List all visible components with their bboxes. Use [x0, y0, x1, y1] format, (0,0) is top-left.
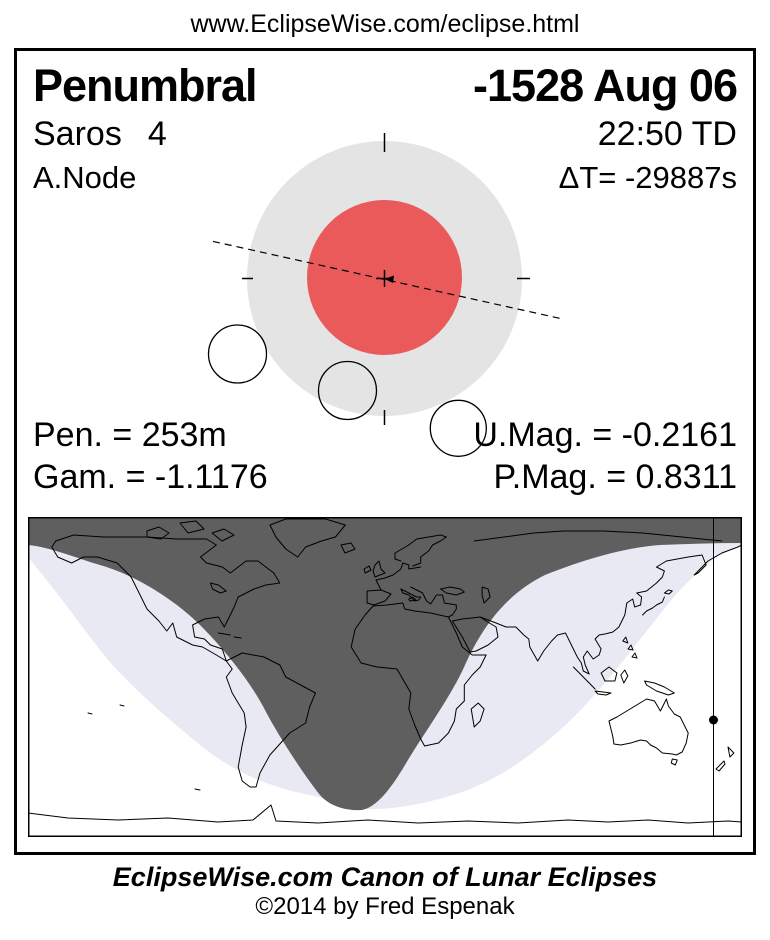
moon-outline-circle-last: [429, 399, 487, 457]
eclipse-date-title: -1528 Aug 06: [473, 60, 738, 111]
sublunar-point: [709, 715, 718, 725]
stat-penumbral-duration: Pen. = 253m: [33, 416, 227, 454]
stat-umbral-magnitude: U.Mag. = -0.2161: [473, 416, 737, 454]
greatest-time-label: 22:50 TD: [597, 115, 737, 153]
saros-label: Saros: [33, 115, 122, 153]
visibility-map: [28, 517, 742, 837]
moon-outline-circle-first: [207, 324, 268, 384]
motion-arrow: [384, 275, 394, 283]
eclipse-diagram: [207, 133, 561, 457]
url-text: www.EclipseWise.com/eclipse.html: [190, 10, 580, 38]
saros-number: 4: [147, 115, 167, 153]
saros-row: Saros 4: [33, 117, 167, 151]
map-border: [28, 517, 742, 837]
map-eclipse-visible-region: [28, 517, 742, 811]
penumbra-edge-ticks: [242, 133, 530, 425]
eclipse-card: [14, 48, 756, 855]
world-coastlines: [28, 518, 742, 824]
node-label: A.Node: [33, 160, 137, 195]
eclipse-type-title: Penumbral: [33, 60, 258, 111]
footer-title: EclipseWise.com Canon of Lunar Eclipses: [112, 862, 658, 892]
moon-outline-circle-greatest: [317, 360, 378, 421]
stat-gamma: Gam. = -1.1176: [33, 458, 268, 496]
delta-t-label: ΔT= -29887s: [558, 160, 737, 195]
stat-penumbral-magnitude: P.Mag. = 0.8311: [493, 458, 737, 496]
footer-copyright: ©2014 by Fred Espenak: [255, 893, 515, 920]
